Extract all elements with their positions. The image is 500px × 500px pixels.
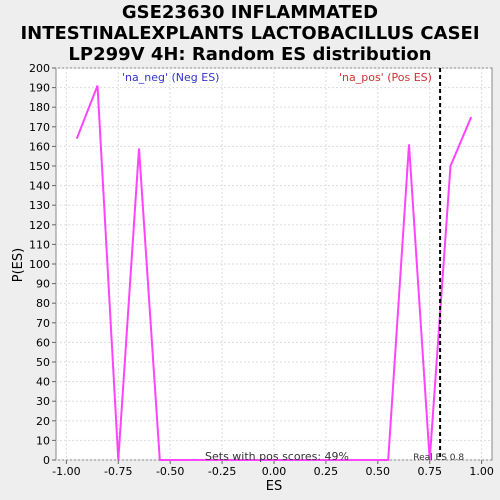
y-axis-ticks: 0 10 20 30 40 50 60 70 80 90 100 110 120 130 140 150 160… — [29, 62, 56, 467]
y-tick-label: 110 — [29, 238, 50, 251]
x-tick-label: -0.50 — [156, 465, 184, 478]
y-tick-label: 160 — [29, 140, 50, 153]
y-tick-label: 70 — [36, 317, 50, 330]
y-axis-title: P(ES) — [11, 248, 26, 282]
legend-pos-label: 'na_pos' (Pos ES) — [339, 71, 432, 84]
y-tick-label: 180 — [29, 101, 50, 114]
y-tick-label: 30 — [36, 395, 50, 408]
y-tick-label: 100 — [29, 258, 50, 271]
x-tick-label: -1.00 — [52, 465, 80, 478]
x-tick-label: 1.00 — [469, 465, 494, 478]
y-tick-label: 80 — [36, 297, 50, 310]
y-tick-label: 40 — [36, 376, 50, 389]
x-tick-label: 0.25 — [314, 465, 339, 478]
y-tick-label: 10 — [36, 434, 50, 447]
real-es-label: Real ES 0.8 — [413, 453, 464, 463]
y-tick-label: 90 — [36, 278, 50, 291]
x-axis-title: ES — [266, 479, 282, 494]
y-tick-label: 170 — [29, 121, 50, 134]
x-tick-label: 0.50 — [366, 465, 391, 478]
x-tick-label: 0.00 — [262, 465, 287, 478]
y-tick-label: 50 — [36, 356, 50, 369]
y-tick-label: 140 — [29, 180, 50, 193]
x-tick-label: 0.75 — [417, 465, 442, 478]
legend-neg-label: 'na_neg' (Neg ES) — [122, 71, 219, 84]
y-tick-label: 190 — [29, 82, 50, 95]
y-tick-label: 130 — [29, 199, 50, 212]
y-tick-label: 150 — [29, 160, 50, 173]
x-tick-label: -0.25 — [208, 465, 236, 478]
y-tick-label: 60 — [36, 336, 50, 349]
y-tick-label: 120 — [29, 219, 50, 232]
y-tick-label: 200 — [29, 62, 50, 75]
x-tick-label: -0.75 — [104, 465, 132, 478]
pos-scores-annotation: Sets with pos scores: 49% — [205, 450, 349, 463]
y-tick-label: 0 — [43, 454, 50, 467]
y-tick-label: 20 — [36, 415, 50, 428]
